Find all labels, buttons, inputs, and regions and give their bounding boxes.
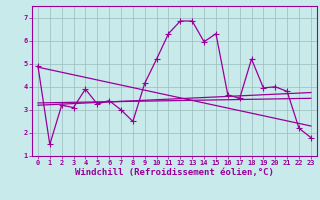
X-axis label: Windchill (Refroidissement éolien,°C): Windchill (Refroidissement éolien,°C) xyxy=(75,168,274,177)
